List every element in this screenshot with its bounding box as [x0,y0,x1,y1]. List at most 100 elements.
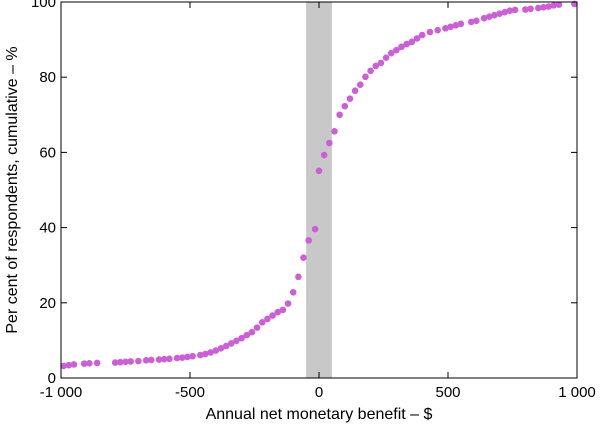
data-point [127,358,134,365]
data-point [545,3,552,10]
y-tick-label: 60 [39,144,56,161]
data-point [217,344,225,352]
data-point [467,18,475,26]
data-point [522,6,529,13]
data-point [511,6,519,14]
data-point [550,2,558,9]
data-point [184,353,191,361]
y-tick-label: 40 [39,220,56,237]
data-point [274,308,282,316]
x-tick-label: -1 000 [40,384,83,401]
y-tick-label: 100 [31,0,56,11]
data-point [305,237,312,244]
data-point [480,14,488,22]
data-point [326,139,333,147]
data-point [117,358,124,366]
shaded-band [306,2,332,378]
x-tick-label: -500 [175,384,205,401]
data-point [315,167,323,175]
y-tick-label: 20 [39,295,56,312]
data-point [80,360,88,368]
data-point [377,59,385,67]
data-point [393,46,400,54]
data-point [346,95,354,102]
data-point [473,17,480,25]
data-point [222,342,230,350]
x-axis-title: Annual net monetary benefit – $ [206,406,433,423]
data-point [341,102,349,110]
data-point [258,319,266,326]
data-point [382,54,390,61]
data-point [289,288,297,296]
data-point [300,254,307,261]
data-point [457,20,465,28]
x-tick-label: 1 000 [558,384,596,401]
data-point [434,26,441,34]
data-point [233,337,240,345]
data-point [535,4,542,12]
data-point [418,31,426,39]
data-point [243,331,251,339]
data-point [86,360,93,367]
data-point [506,7,514,14]
data-point [311,225,319,233]
data-point [367,67,374,75]
data-point [178,354,186,361]
data-point [426,28,434,36]
data-point [279,306,287,314]
data-point [269,312,276,319]
y-tick-label: 80 [39,69,56,86]
data-point [351,87,359,95]
data-point [173,354,181,362]
data-point [295,273,302,281]
data-point [447,23,454,31]
data-point [135,357,142,365]
data-point [253,324,261,331]
data-point [60,362,67,370]
data-point [189,352,196,360]
data-point [264,315,271,323]
data-point [65,361,73,369]
data-point [160,355,168,363]
data-point [398,43,405,51]
x-tick-label: 500 [435,384,460,401]
data-point [248,328,256,336]
data-point [485,13,493,20]
data-point [70,361,78,368]
data-point [207,349,214,356]
data-point [166,355,173,363]
data-point [122,358,129,366]
data-point [227,340,235,347]
data-point [202,350,209,358]
data-point [93,359,101,367]
data-point [555,1,563,8]
data-point [356,81,364,89]
data-point [452,22,460,29]
data-point [284,300,292,307]
data-point [362,73,369,81]
x-tick-label: 0 [315,384,323,401]
data-point [238,334,245,342]
data-point [408,38,416,46]
data-point [540,3,547,11]
data-point [155,356,163,363]
data-point [527,5,534,13]
data-point [442,25,449,32]
data-point [197,351,204,359]
data-point [331,128,338,135]
data-point [496,10,503,17]
data-point [501,8,509,16]
data-point [387,49,395,57]
data-point [336,111,343,119]
data-point [491,11,498,19]
y-tick-label: 0 [48,370,56,387]
data-point [413,35,421,42]
data-point [403,40,411,48]
data-point [111,359,119,366]
data-point [148,356,155,364]
data-point [212,347,220,354]
data-point [372,62,380,70]
data-point [320,151,328,159]
